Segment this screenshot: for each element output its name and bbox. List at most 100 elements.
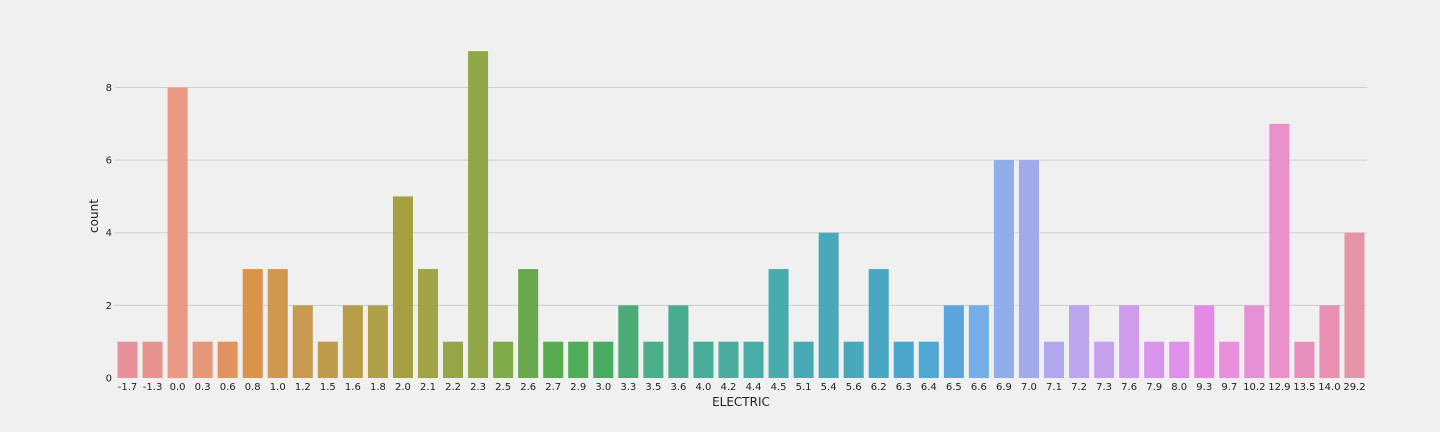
bar-7.6 — [1119, 305, 1140, 378]
x-tick-label: 0.8 — [245, 382, 261, 393]
x-tick-label: 5.1 — [796, 382, 812, 393]
bar-7.0 — [1018, 160, 1039, 378]
x-tick-label: 2.0 — [395, 382, 411, 393]
x-tick-label: 6.3 — [896, 382, 912, 393]
x-tick-label: 1.8 — [370, 382, 386, 393]
bar--1.7 — [117, 341, 138, 378]
x-tick-label: 2.7 — [545, 382, 561, 393]
x-tick-label: 2.6 — [520, 382, 536, 393]
bar-2.3 — [468, 51, 489, 378]
bar-2.2 — [443, 341, 464, 378]
x-tick-label: 3.0 — [595, 382, 611, 393]
x-tick-label: 0.3 — [195, 382, 211, 393]
x-tick-label: 6.4 — [921, 382, 937, 393]
x-tick-label: -1.7 — [118, 382, 138, 393]
x-tick-label: 1.0 — [270, 382, 286, 393]
y-tick-label: 8 — [106, 83, 112, 94]
y-tick-label: 2 — [106, 301, 112, 312]
gridlines — [115, 86, 1367, 306]
x-tick-label: 14.0 — [1318, 382, 1340, 393]
x-tick-label: 2.3 — [470, 382, 486, 393]
x-tick-label: 4.5 — [771, 382, 787, 393]
bar-7.9 — [1144, 341, 1165, 378]
y-tick-label: 0 — [106, 374, 112, 385]
bars — [117, 51, 1365, 378]
bar-5.1 — [793, 341, 814, 378]
x-tick-label: 9.3 — [1196, 382, 1212, 393]
bar-5.4 — [818, 232, 839, 378]
y-tick-labels: 0 2 4 6 8 — [106, 83, 112, 385]
x-tick-label: 7.0 — [1021, 382, 1037, 393]
x-tick-label: 2.5 — [495, 382, 511, 393]
bar-2.5 — [493, 341, 514, 378]
x-tick-label: 2.1 — [420, 382, 436, 393]
x-tick-label: 5.4 — [821, 382, 837, 393]
x-tick-label: 7.6 — [1121, 382, 1137, 393]
bar-6.4 — [918, 341, 939, 378]
y-axis-label: count — [87, 199, 101, 233]
x-tick-label: 12.9 — [1268, 382, 1290, 393]
bar-13.5 — [1294, 341, 1315, 378]
x-tick-label: 4.4 — [746, 382, 762, 393]
x-tick-label: 6.9 — [996, 382, 1012, 393]
x-tick-label: 1.5 — [320, 382, 336, 393]
bar-8.0 — [1169, 341, 1190, 378]
x-tick-label: 4.0 — [695, 382, 711, 393]
x-axis-label: ELECTRIC — [712, 395, 770, 409]
bar-3.6 — [668, 305, 689, 378]
x-tick-label: 5.6 — [846, 382, 862, 393]
bar-9.3 — [1194, 305, 1215, 378]
bar-5.6 — [843, 341, 864, 378]
x-tick-label: 1.2 — [295, 382, 311, 393]
x-tick-labels: -1.7 -1.3 0.0 0.3 0.6 0.8 1.0 1.2 1.5 1.6 1.8 2.0 2.… — [118, 382, 1366, 393]
x-tick-label: 7.3 — [1096, 382, 1112, 393]
bar-2.9 — [568, 341, 589, 378]
bar-7.3 — [1094, 341, 1115, 378]
bar-0.8 — [242, 269, 263, 378]
x-tick-label: 10.2 — [1243, 382, 1265, 393]
bar-6.6 — [968, 305, 989, 378]
bar-7.1 — [1043, 341, 1065, 378]
x-tick-label: 1.6 — [345, 382, 361, 393]
bar--1.3 — [142, 341, 163, 378]
bar-10.2 — [1244, 305, 1265, 378]
bar-4.5 — [768, 269, 789, 378]
bar-4.4 — [743, 341, 764, 378]
bar-2.6 — [518, 269, 539, 378]
x-tick-label: 3.3 — [620, 382, 636, 393]
x-tick-label: 6.5 — [946, 382, 962, 393]
bar-6.5 — [943, 305, 964, 378]
bar-0.0 — [167, 87, 188, 378]
bar-2.1 — [417, 269, 439, 378]
bar-7.2 — [1069, 305, 1090, 378]
bar-9.7 — [1219, 341, 1240, 378]
bar-6.2 — [868, 269, 889, 378]
bar-4.2 — [718, 341, 739, 378]
y-tick-label: 4 — [106, 228, 112, 239]
bar-4.0 — [693, 341, 714, 378]
x-tick-label: 4.2 — [721, 382, 737, 393]
x-tick-label: 3.6 — [670, 382, 686, 393]
x-tick-label: 7.2 — [1071, 382, 1087, 393]
x-tick-label: 8.0 — [1171, 382, 1187, 393]
x-tick-label: 29.2 — [1343, 382, 1365, 393]
bar-1.5 — [317, 341, 338, 378]
bar-6.3 — [893, 341, 914, 378]
bar-3.5 — [643, 341, 664, 378]
bar-1.0 — [267, 269, 288, 378]
bar-1.2 — [292, 305, 313, 378]
bar-1.6 — [342, 305, 363, 378]
x-tick-label: 0.0 — [170, 382, 186, 393]
x-tick-label: 6.2 — [871, 382, 887, 393]
bar-2.0 — [392, 196, 413, 378]
bar-29.2 — [1344, 232, 1365, 378]
x-tick-label: -1.3 — [143, 382, 163, 393]
bar-0.3 — [192, 341, 213, 378]
bar-14.0 — [1319, 305, 1340, 378]
x-tick-label: 2.9 — [570, 382, 586, 393]
bar-12.9 — [1269, 123, 1290, 378]
bar-3.0 — [593, 341, 614, 378]
x-tick-label: 7.9 — [1146, 382, 1162, 393]
bar-6.9 — [993, 160, 1014, 378]
